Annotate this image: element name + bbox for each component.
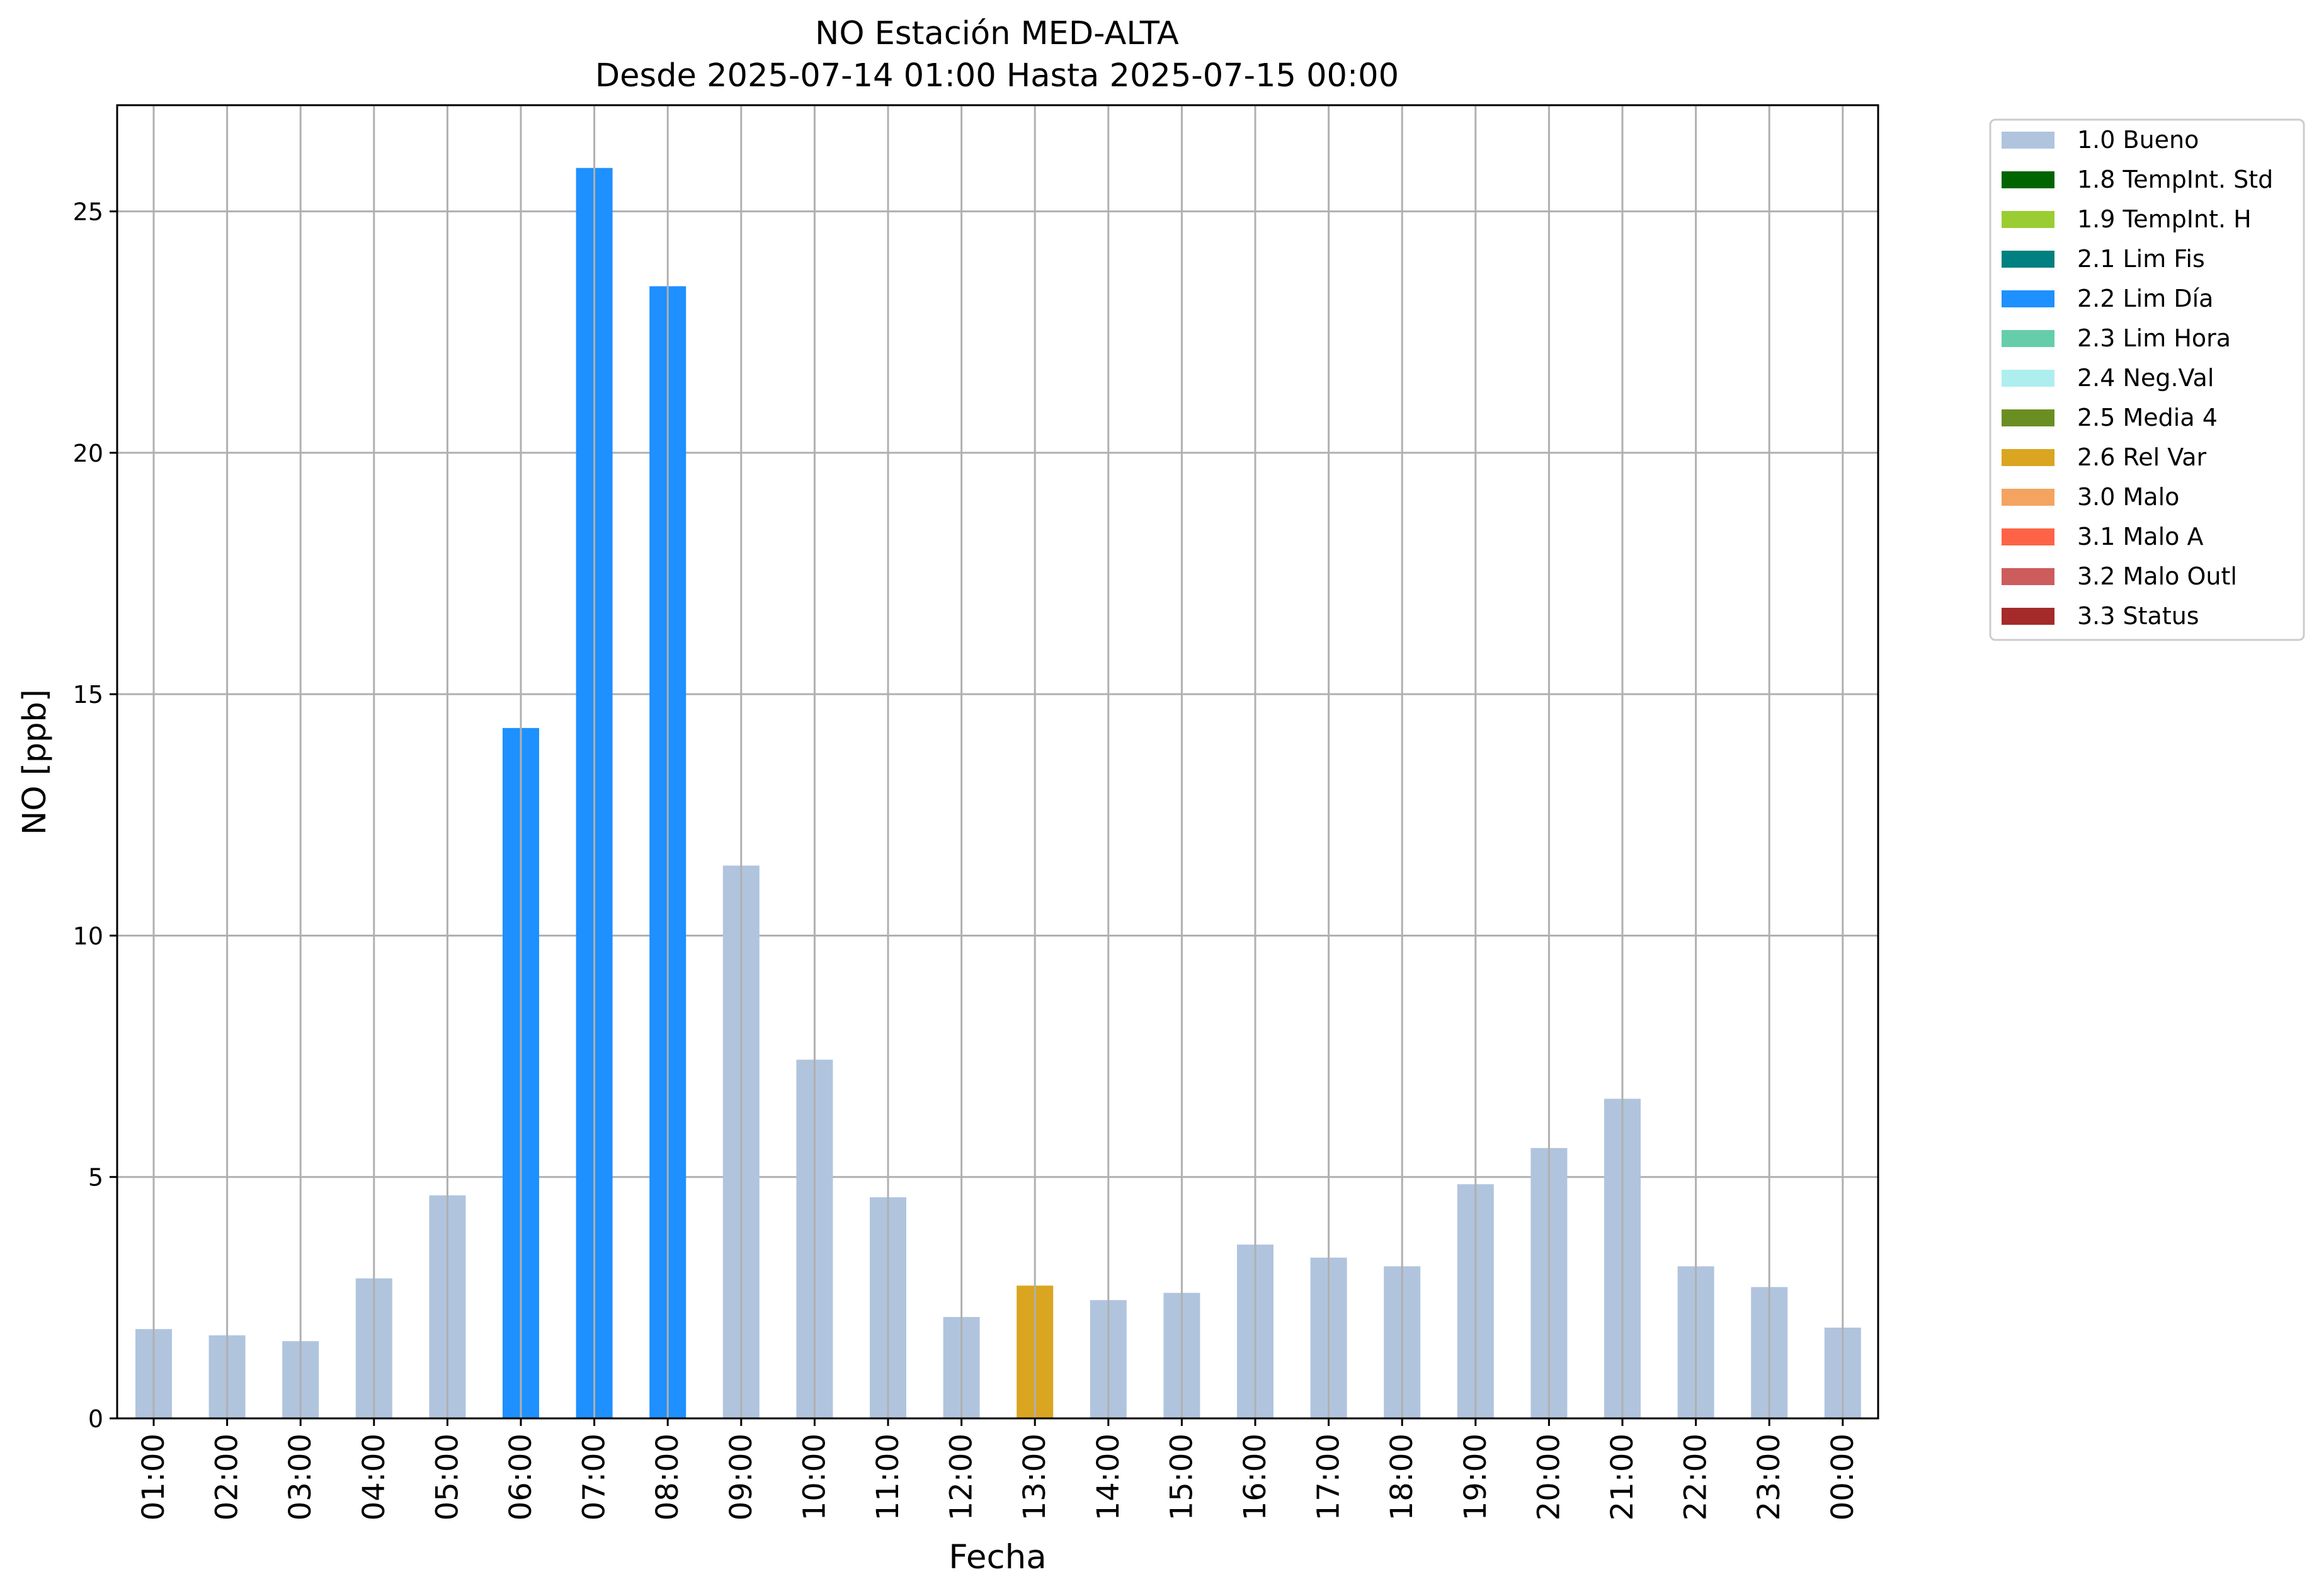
x-tick-label: 13:00 <box>1017 1434 1052 1520</box>
x-tick-label: 10:00 <box>797 1434 832 1520</box>
y-axis-label: NO [ppb] <box>16 689 54 835</box>
x-tick-label: 06:00 <box>503 1434 538 1520</box>
legend-swatch <box>2002 608 2054 625</box>
x-tick-label: 01:00 <box>136 1434 171 1520</box>
legend-label: 1.9 TempInt. H <box>2077 205 2252 233</box>
legend-label: 2.3 Lim Hora <box>2077 324 2231 352</box>
y-tick-label: 10 <box>73 922 103 950</box>
plot-area <box>117 105 1878 1418</box>
x-tick-label: 12:00 <box>944 1434 979 1520</box>
legend-frame <box>1989 118 2305 641</box>
x-tick-label: 05:00 <box>430 1434 465 1520</box>
legend-swatch <box>2002 330 2054 347</box>
legend-swatch <box>2002 211 2054 228</box>
legend-swatch <box>2002 171 2054 188</box>
y-tick-label: 15 <box>73 681 103 709</box>
x-tick-label: 03:00 <box>283 1434 318 1520</box>
legend: 1.0 Bueno 1.8 TempInt. Std 1.9 TempInt. H 2… <box>1989 118 2305 641</box>
y-axis-ticks: 0 5 10 15 20 25 <box>73 198 117 1433</box>
y-tick-label: 25 <box>73 198 103 226</box>
x-axis-ticks: 01:00 02:00 03:00 04:00 05:00 06:00 07:00 08:00… <box>136 1418 1860 1520</box>
legend-swatch <box>2002 290 2054 307</box>
x-tick-label: 22:00 <box>1678 1434 1714 1520</box>
x-tick-label: 16:00 <box>1238 1434 1273 1520</box>
x-tick-label: 21:00 <box>1605 1434 1640 1520</box>
legend-label: 2.4 Neg.Val <box>2077 364 2214 392</box>
x-tick-label: 15:00 <box>1164 1434 1199 1520</box>
y-tick-label: 20 <box>73 440 103 467</box>
legend-label: 3.2 Malo Outl <box>2077 562 2237 590</box>
x-axis-label: Fecha <box>949 1538 1046 1576</box>
legend-label: 2.6 Rel Var <box>2077 443 2207 471</box>
y-tick-label: 5 <box>88 1164 103 1192</box>
x-tick-label: 19:00 <box>1458 1434 1493 1520</box>
plot-frame <box>116 104 1879 1420</box>
legend-label: 2.2 Lim Día <box>2077 285 2213 312</box>
legend-label: 2.5 Media 4 <box>2077 404 2218 431</box>
chart-title-line-2: Desde 2025-07-14 01:00 Hasta 2025-07-15 … <box>595 57 1399 94</box>
x-tick-label: 14:00 <box>1091 1434 1126 1520</box>
x-tick-label: 11:00 <box>870 1434 906 1520</box>
legend-label: 1.0 Bueno <box>2077 126 2199 154</box>
x-tick-label: 07:00 <box>577 1434 612 1520</box>
legend-swatch <box>2002 409 2054 426</box>
legend-label: 3.0 Malo <box>2077 483 2179 511</box>
x-tick-label: 02:00 <box>210 1434 245 1520</box>
legend-label: 3.1 Malo A <box>2077 523 2203 550</box>
legend-label: 1.8 TempInt. Std <box>2077 166 2273 193</box>
x-tick-label: 09:00 <box>724 1434 759 1520</box>
x-gridlines <box>152 105 1844 1418</box>
legend-items: 1.0 Bueno 1.8 TempInt. Std 1.9 TempInt. H 2… <box>2002 126 2273 630</box>
x-tick-label: 23:00 <box>1752 1434 1787 1520</box>
legend-label: 3.3 Status <box>2077 602 2199 630</box>
legend-swatch <box>2002 489 2054 506</box>
legend-swatch <box>2002 132 2054 149</box>
x-tick-label: 00:00 <box>1825 1434 1860 1520</box>
x-tick-label: 20:00 <box>1531 1434 1566 1520</box>
x-tick-label: 17:00 <box>1311 1434 1347 1520</box>
chart-title-line-1: NO Estación MED-ALTA <box>815 15 1179 52</box>
legend-swatch <box>2002 568 2054 585</box>
x-tick-label: 04:00 <box>356 1434 392 1520</box>
legend-label: 2.1 Lim Fis <box>2077 245 2205 273</box>
legend-swatch <box>2002 449 2054 466</box>
legend-swatch <box>2002 528 2054 545</box>
x-tick-label: 08:00 <box>650 1434 685 1520</box>
y-tick-label: 0 <box>88 1405 103 1433</box>
x-tick-label: 18:00 <box>1384 1434 1420 1520</box>
legend-swatch <box>2002 370 2054 387</box>
legend-swatch <box>2002 251 2054 268</box>
